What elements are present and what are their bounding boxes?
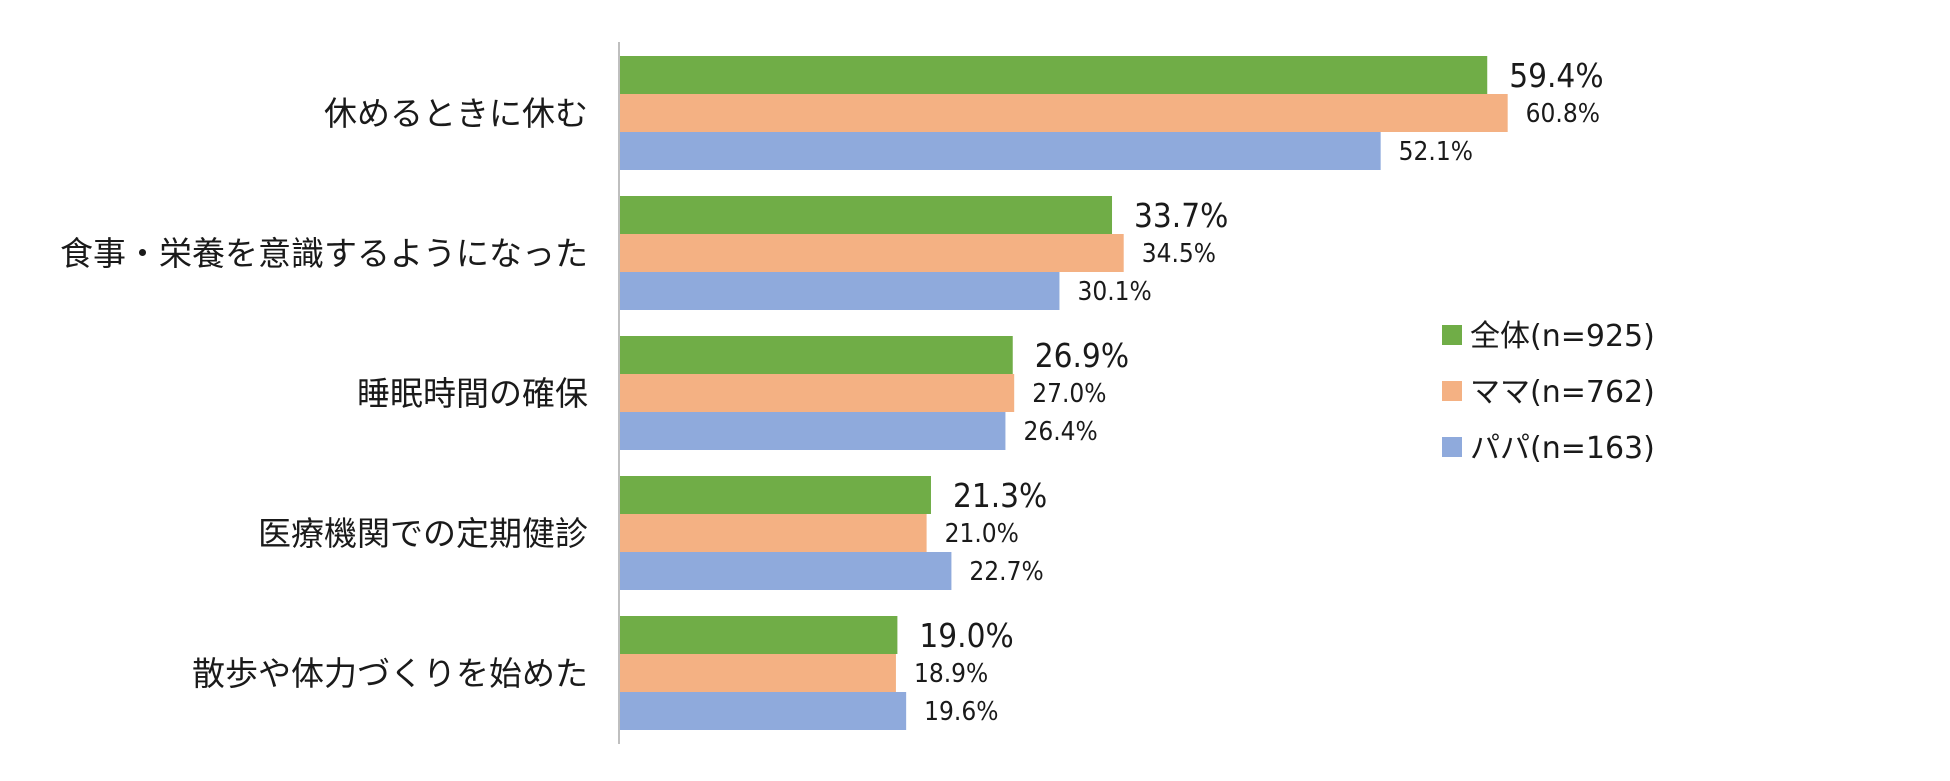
bars-layer [620, 56, 1508, 730]
bar-1-series-2 [620, 94, 1508, 132]
legend-swatch-2 [1442, 381, 1462, 401]
legend-label-1: 全体(n=925) [1470, 319, 1655, 354]
bar-3-series-2 [620, 374, 1015, 412]
legend-swatch-3 [1442, 437, 1462, 457]
bar-2-series-2 [620, 234, 1124, 272]
data-label-1-series-1: 59.4% [1509, 56, 1603, 95]
legend: 全体(n=925) ママ(n=762) パパ(n=163) [1442, 319, 1655, 466]
legend-label-2: ママ(n=762) [1470, 375, 1655, 410]
data-label-5-series-2: 18.9% [914, 659, 988, 689]
data-label-4-series-3: 22.7% [969, 557, 1043, 587]
bar-5-series-2 [620, 654, 896, 692]
category-label-2: 食事・栄養を意識するようになった [60, 234, 588, 273]
labels-layer: 59.4% 60.8% 52.1% 休めるときに休む 33.7% 34.5% 30.1% 食事… [60, 56, 1604, 727]
category-label-4: 医療機関での定期健診 [258, 514, 588, 553]
bar-3-series-3 [620, 412, 1006, 450]
data-label-1-series-2: 60.8% [1526, 99, 1600, 129]
data-label-4-series-2: 21.0% [945, 519, 1019, 549]
bar-5-series-1 [620, 616, 898, 654]
data-label-4-series-1: 21.3% [953, 476, 1047, 515]
legend-label-3: パパ(n=163) [1470, 431, 1655, 466]
bar-4-series-2 [620, 514, 927, 552]
bar-4-series-1 [620, 476, 931, 514]
legend-swatch-1 [1442, 325, 1462, 345]
bar-4-series-3 [620, 552, 952, 590]
bar-3-series-1 [620, 336, 1013, 374]
data-label-2-series-3: 30.1% [1077, 277, 1151, 307]
bar-1-series-3 [620, 132, 1381, 170]
bar-1-series-1 [620, 56, 1488, 94]
bar-5-series-3 [620, 692, 907, 730]
data-label-2-series-1: 33.7% [1134, 196, 1228, 235]
bar-2-series-1 [620, 196, 1113, 234]
category-label-3: 睡眠時間の確保 [357, 374, 588, 413]
bar-2-series-3 [620, 272, 1060, 310]
data-label-3-series-3: 26.4% [1023, 417, 1097, 447]
data-label-3-series-2: 27.0% [1032, 379, 1106, 409]
data-label-5-series-1: 19.0% [919, 616, 1013, 655]
data-label-1-series-3: 52.1% [1399, 137, 1473, 167]
data-label-2-series-2: 34.5% [1142, 239, 1216, 269]
data-label-5-series-3: 19.6% [924, 697, 998, 727]
category-label-1: 休めるときに休む [324, 94, 588, 133]
category-label-5: 散歩や体力づくりを始めた [192, 654, 588, 693]
data-label-3-series-1: 26.9% [1035, 336, 1129, 375]
